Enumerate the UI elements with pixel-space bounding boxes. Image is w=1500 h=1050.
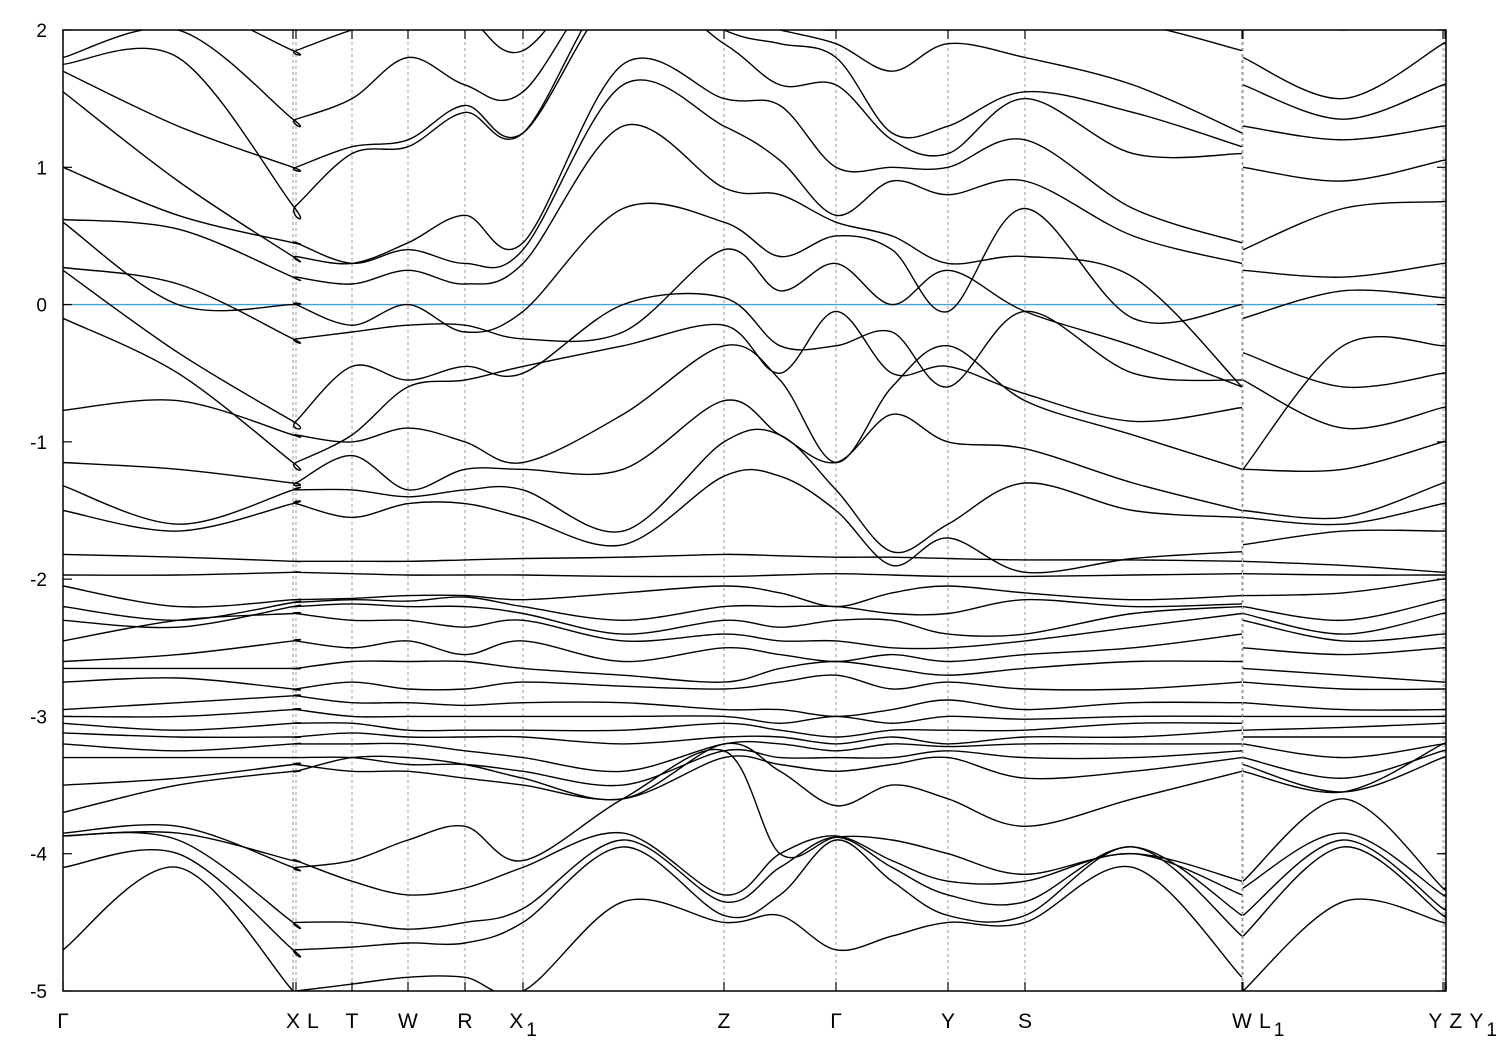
y-tick-label: -4 xyxy=(30,845,47,866)
kpoint-symbol: R xyxy=(457,1010,472,1033)
band-11 xyxy=(63,722,1446,738)
kpoint-label: Z xyxy=(1449,1010,1462,1033)
y-tick-label: -2 xyxy=(30,570,47,591)
kpoint-label: L xyxy=(307,1010,319,1033)
kpoint-symbol: Γ xyxy=(830,1010,842,1033)
kpoint-label: Γ xyxy=(830,1010,842,1033)
kpoint-label: Γ xyxy=(57,1010,69,1033)
kpoint-label: Y xyxy=(1428,1010,1442,1033)
kpoint-symbol: S xyxy=(1018,1010,1032,1033)
bands xyxy=(63,30,1446,991)
band-15 xyxy=(63,660,1446,684)
kpoint-label: S xyxy=(1018,1010,1032,1033)
kpoint-symbol: X xyxy=(286,1010,300,1033)
kpoint-symbol: Z xyxy=(718,1010,731,1033)
band-31 xyxy=(63,123,1446,388)
kpoint-symbol: Y xyxy=(1428,1010,1442,1033)
band-29 xyxy=(63,248,1446,470)
y-axis: -5 -4 -3 -2 -1 0 1 2 xyxy=(30,21,1446,1003)
band-14 xyxy=(63,674,1446,691)
y-tick-label: -1 xyxy=(30,433,47,454)
band-30 xyxy=(63,202,1446,333)
band-35 xyxy=(63,30,1446,220)
y-tick-label: -3 xyxy=(30,707,47,728)
kpoint-gridlines xyxy=(292,30,1446,991)
band-33 xyxy=(63,57,1446,265)
kpoint-label: X xyxy=(286,1010,300,1033)
band-23 xyxy=(63,468,1446,574)
kpoint-symbol: L xyxy=(307,1010,319,1033)
kpoint-label: W xyxy=(398,1010,418,1033)
band-3 xyxy=(63,831,1446,930)
band-28 xyxy=(63,269,1446,430)
kpoint-label: Y xyxy=(941,1010,955,1033)
band-32 xyxy=(63,79,1446,269)
band-9 xyxy=(63,740,1446,773)
band-25 xyxy=(63,399,1446,520)
band-19 xyxy=(63,596,1446,622)
kpoint-symbol: L xyxy=(1259,1010,1271,1033)
band-21 xyxy=(63,571,1446,578)
kpoint-symbol: Z xyxy=(1449,1010,1462,1033)
band-5 xyxy=(63,748,1446,892)
band-36 xyxy=(63,30,1446,134)
band-37 xyxy=(249,30,1359,56)
band-2 xyxy=(63,839,1446,958)
band-27 xyxy=(63,310,1446,471)
kpoint-symbol: W xyxy=(398,1010,418,1033)
kpoint-symbol: Y xyxy=(1469,1010,1483,1033)
kpoint-symbol: X xyxy=(509,1010,523,1033)
kpoint-symbol: Y xyxy=(941,1010,955,1033)
kpoint-label: W xyxy=(1232,1010,1252,1033)
plot-frame xyxy=(62,29,1447,992)
kpoint-subscript: 1 xyxy=(1486,1020,1497,1041)
band-1 xyxy=(63,865,1446,991)
y-tick-label: 0 xyxy=(36,296,47,317)
y-tick-label: 1 xyxy=(36,158,47,179)
kpoint-symbol: T xyxy=(346,1010,359,1033)
kpoint-label: Z xyxy=(718,1010,731,1033)
band-16 xyxy=(63,633,1446,663)
y-tick-label: -5 xyxy=(30,982,47,1003)
kpoint-subscript: 1 xyxy=(1274,1020,1285,1041)
band-18 xyxy=(63,603,1446,637)
kpoint-symbol: W xyxy=(1232,1010,1252,1033)
kpoint-label: T xyxy=(346,1010,359,1033)
kpoint-label: R xyxy=(457,1010,472,1033)
y-tick-label: 2 xyxy=(36,21,47,42)
band-24 xyxy=(63,428,1446,554)
band-34 xyxy=(63,30,1446,172)
kpoint-symbol: Γ xyxy=(57,1010,69,1033)
band-13 xyxy=(63,694,1446,718)
kpoint-subscript: 1 xyxy=(526,1020,537,1041)
band-4 xyxy=(63,831,1446,898)
band-22 xyxy=(63,553,1446,574)
band-7 xyxy=(63,755,1446,801)
band-8 xyxy=(63,749,1446,787)
band-17 xyxy=(63,611,1446,650)
